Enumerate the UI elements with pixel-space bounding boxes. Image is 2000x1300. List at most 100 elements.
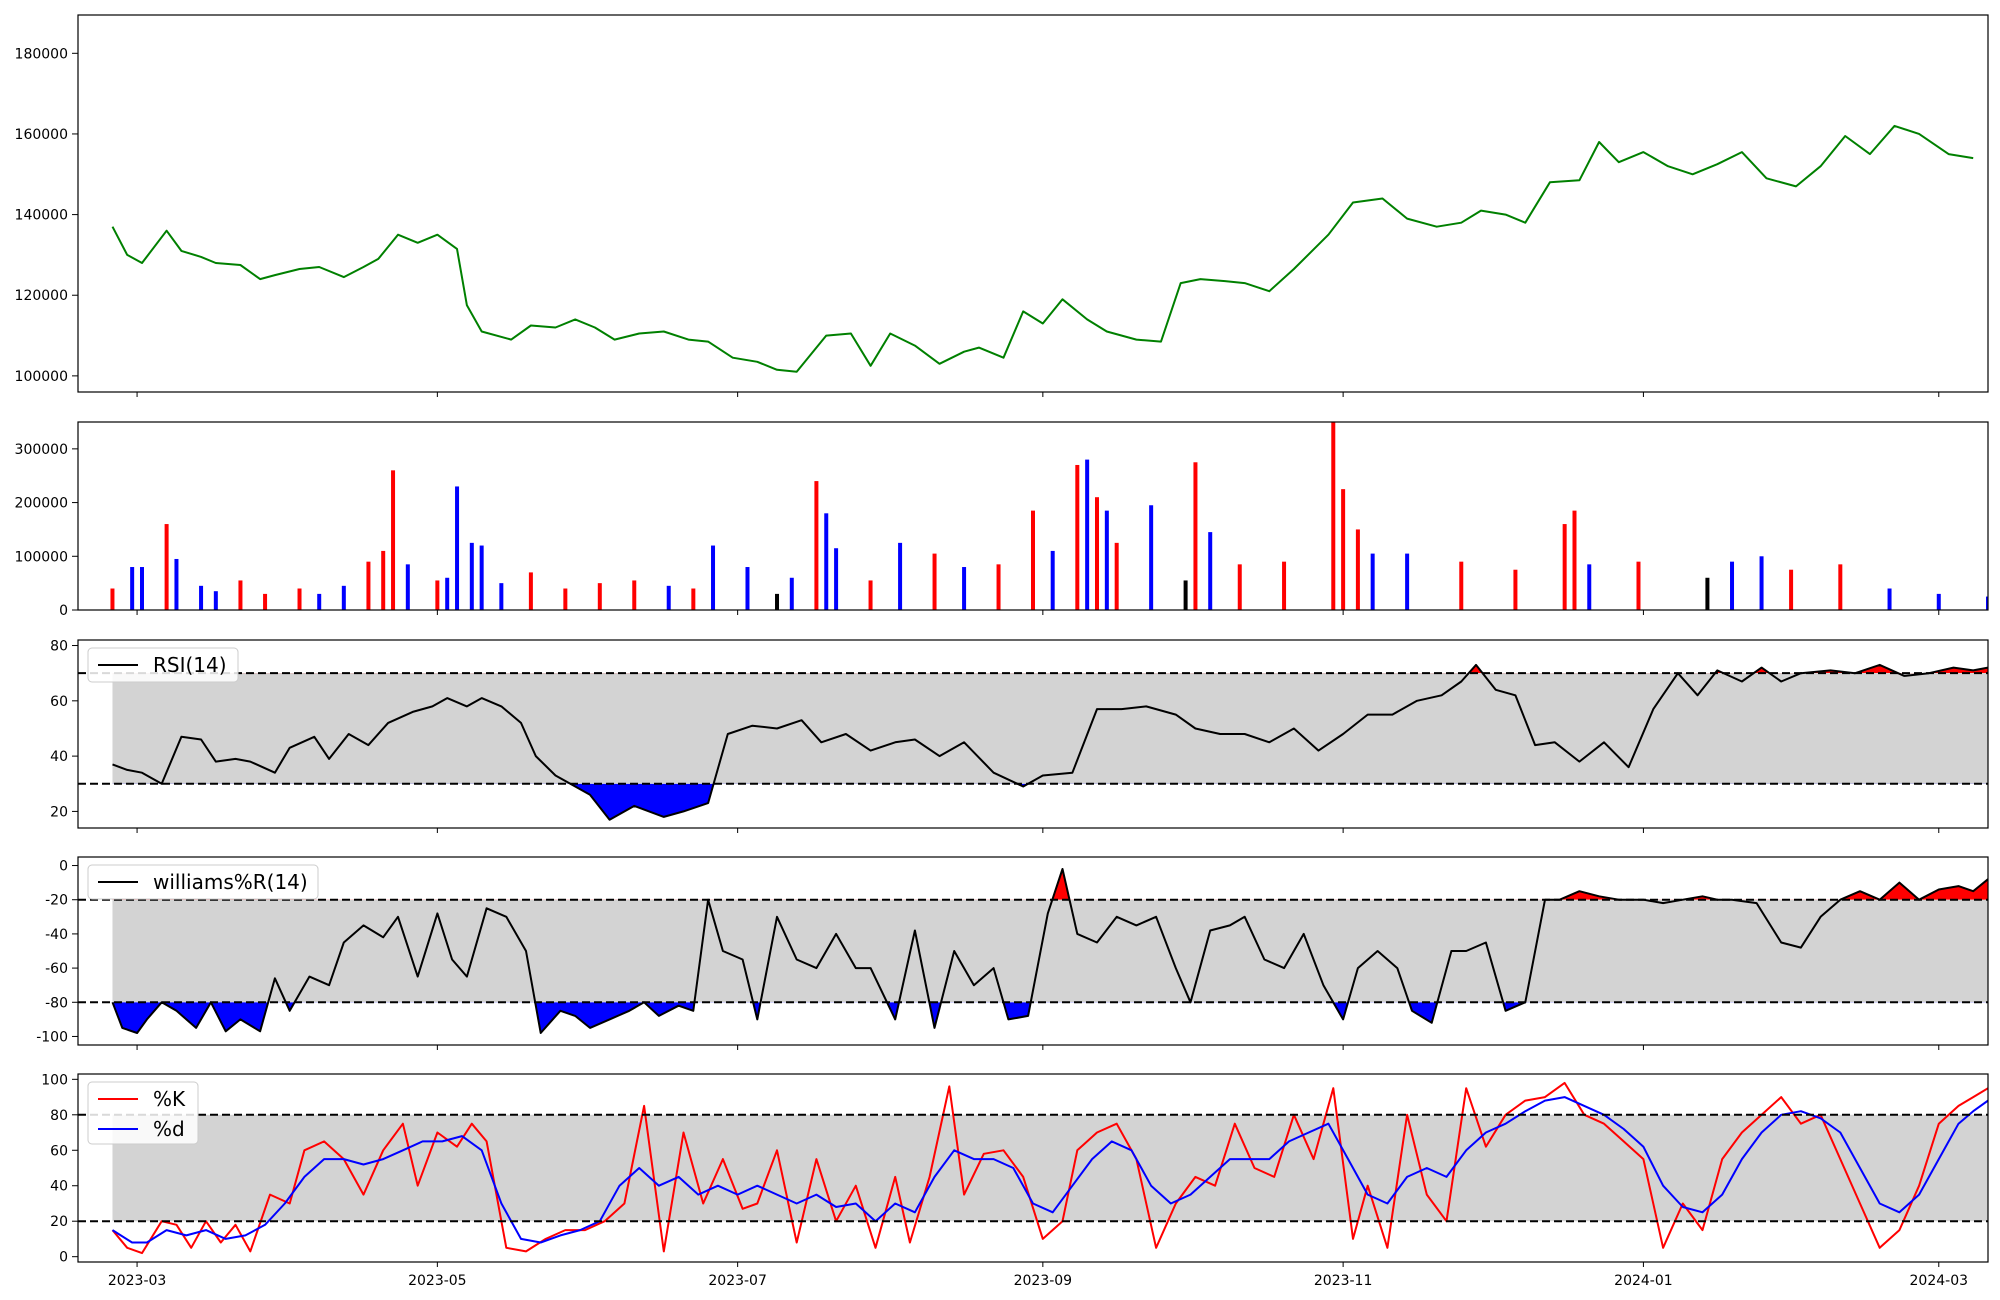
rsi-legend-box xyxy=(87,647,239,683)
volume-bar xyxy=(775,593,780,610)
stochastic-band-fill xyxy=(112,1114,1988,1222)
stochastic-xtick-label: 2023-03 xyxy=(108,1273,167,1289)
stochastic-ytick-label: 80 xyxy=(50,1108,68,1124)
volume-bar xyxy=(469,542,474,610)
volume-bar xyxy=(1355,529,1360,610)
volume-bar xyxy=(1075,464,1080,610)
williams-ytick-label: 0 xyxy=(59,859,68,875)
volume-bar xyxy=(1050,550,1055,610)
volume-bar xyxy=(691,588,696,610)
volume-bar xyxy=(213,591,218,610)
volume-bar xyxy=(174,558,179,610)
rsi-frame xyxy=(77,639,1989,829)
volume-bar xyxy=(199,585,204,610)
price-ytick-label: 100000 xyxy=(15,369,68,385)
volume-bar xyxy=(1636,561,1641,610)
volume-bar xyxy=(110,588,115,610)
price-frame xyxy=(77,14,1989,393)
volume-bar xyxy=(1104,510,1109,610)
rsi-ytick-label: 40 xyxy=(50,749,68,765)
stochastic-ytick-label: 40 xyxy=(50,1179,68,1195)
volume-bar xyxy=(597,583,602,610)
volume-bar xyxy=(499,583,504,610)
volume-bar xyxy=(1085,459,1090,610)
williams-legend-label: williams%R(14) xyxy=(153,870,308,894)
volume-bar xyxy=(1887,588,1892,610)
williams-ytick-label: -60 xyxy=(45,961,68,977)
volume-bar xyxy=(1208,532,1213,610)
volume-bar xyxy=(405,564,410,610)
volume-bar xyxy=(932,553,937,610)
volume-bar xyxy=(164,524,169,610)
volume-bar xyxy=(238,580,243,610)
volume-bar xyxy=(1114,542,1119,610)
williams-legend: williams%R(14) xyxy=(87,864,319,900)
volume-bar xyxy=(1936,593,1941,610)
rsi-band-fill xyxy=(112,673,1988,784)
williams-plot-area xyxy=(111,868,1988,1034)
volume-bar xyxy=(789,577,794,610)
rsi-ytick-label: 20 xyxy=(50,804,68,820)
williams-ytick-label: -100 xyxy=(36,1029,68,1045)
rsi-ytick-label: 60 xyxy=(50,694,68,710)
stochastic-xtick-label: 2023-07 xyxy=(708,1273,767,1289)
volume-panel: 0 100000 200000 300000 xyxy=(15,421,1989,619)
volume-bar xyxy=(962,567,967,610)
volume-bar xyxy=(1838,564,1843,610)
volume-bar xyxy=(297,588,302,610)
williams-overbought-fill xyxy=(1052,868,1988,900)
volume-bar xyxy=(1094,497,1099,610)
volume-plot-area xyxy=(110,422,1988,610)
stochastic-ytick-label: 0 xyxy=(59,1250,68,1266)
volume-bar xyxy=(868,580,873,610)
volume-bar xyxy=(1237,564,1242,610)
williams-frame xyxy=(77,856,1989,1046)
volume-ytick-label: 200000 xyxy=(15,496,68,512)
stochastic-xtick-label: 2023-11 xyxy=(1314,1273,1373,1289)
price-ytick-label: 140000 xyxy=(15,208,68,224)
volume-ytick-label: 0 xyxy=(59,603,68,619)
stochastic-legend-label: %K xyxy=(153,1087,186,1111)
price-ytick-label: 160000 xyxy=(15,127,68,143)
williams-ytick-label: -20 xyxy=(45,893,68,909)
stochastic-frame xyxy=(77,1073,1989,1263)
stochastic-panel: 0 20 40 60 80 100 2023-03 2023-05 2023-07 2023-09… xyxy=(41,1072,1989,1289)
volume-ytick-label: 300000 xyxy=(15,442,68,458)
volume-bar xyxy=(1183,580,1188,610)
volume-bar xyxy=(391,470,396,610)
williams-panel: -100 -80 -60 -40 -20 0 williams%R(14) xyxy=(36,856,1989,1050)
volume-bar xyxy=(1513,569,1518,610)
volume-bar xyxy=(824,513,829,610)
volume-bar xyxy=(898,542,903,610)
volume-bar xyxy=(1789,569,1794,610)
rsi-ytick-label: 80 xyxy=(50,639,68,655)
volume-bar xyxy=(479,545,484,610)
volume-bar xyxy=(445,577,450,610)
stochastic-xtick-label: 2024-03 xyxy=(1910,1273,1969,1289)
volume-bar xyxy=(1459,561,1464,610)
stochastic-legend-label: %d xyxy=(153,1117,185,1141)
volume-bar xyxy=(1587,564,1592,610)
volume-bar xyxy=(317,593,322,610)
volume-bar xyxy=(996,564,1001,610)
volume-bar xyxy=(139,567,144,610)
volume-bar xyxy=(632,580,637,610)
williams-series-line-williams-r-14- xyxy=(111,868,1988,1034)
volume-bar xyxy=(1705,577,1710,610)
volume-bar xyxy=(1759,556,1764,610)
volume-bar xyxy=(814,481,819,610)
williams-ytick-label: -80 xyxy=(45,995,68,1011)
williams-legend-box xyxy=(87,864,319,900)
rsi-legend-label: RSI(14) xyxy=(153,653,227,677)
volume-bar xyxy=(528,572,533,610)
volume-bar xyxy=(1562,524,1567,610)
stochastic-series-line--k xyxy=(111,1081,1988,1255)
stochastic-ytick-label: 20 xyxy=(50,1214,68,1230)
williams-oversold-fill xyxy=(112,1002,1988,1034)
volume-frame xyxy=(77,421,1989,611)
price-ytick-label: 120000 xyxy=(15,288,68,304)
volume-bar xyxy=(1031,510,1035,610)
rsi-series-line-rsi-14- xyxy=(112,663,1988,821)
volume-bar xyxy=(1572,510,1577,610)
